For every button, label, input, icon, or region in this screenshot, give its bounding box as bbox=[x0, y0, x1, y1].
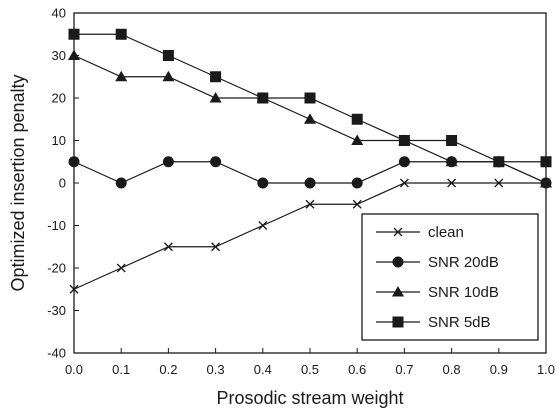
data-point bbox=[162, 50, 174, 61]
series-square bbox=[68, 28, 552, 168]
data-point bbox=[351, 134, 364, 145]
x-tick-label: 0.4 bbox=[254, 362, 272, 377]
data-point bbox=[493, 156, 505, 168]
y-tick-label: -10 bbox=[47, 218, 66, 233]
x-tick-label: 1.0 bbox=[537, 362, 555, 377]
x-tick-label: 0.5 bbox=[301, 362, 319, 377]
x-tick-label: 0.8 bbox=[443, 362, 461, 377]
x-tick-label: 0.2 bbox=[159, 362, 177, 377]
data-point bbox=[209, 92, 222, 103]
y-tick-label: -40 bbox=[47, 346, 66, 361]
legend-label: SNR 10dB bbox=[428, 284, 499, 301]
legend-label: SNR 20dB bbox=[428, 254, 499, 271]
data-point bbox=[162, 70, 175, 82]
x-tick-label: 0.3 bbox=[207, 362, 225, 377]
data-point bbox=[445, 155, 458, 167]
data-point bbox=[304, 113, 316, 124]
legend-marker bbox=[392, 316, 404, 328]
y-tick-label: 30 bbox=[52, 48, 66, 63]
x-tick-label: 0.7 bbox=[395, 362, 413, 377]
data-point bbox=[211, 242, 221, 252]
data-point bbox=[162, 156, 174, 168]
data-point bbox=[304, 92, 316, 104]
data-point bbox=[115, 28, 127, 40]
series-x bbox=[69, 178, 551, 294]
x-tick-label: 0.6 bbox=[348, 362, 366, 377]
data-point bbox=[257, 92, 269, 104]
legend-box bbox=[361, 213, 539, 341]
data-point bbox=[305, 199, 315, 209]
data-point bbox=[304, 177, 316, 189]
series-triangle bbox=[68, 49, 552, 188]
y-tick-label: -30 bbox=[47, 303, 66, 318]
legend-item: SNR 20dB bbox=[376, 254, 499, 271]
data-point bbox=[210, 71, 222, 83]
legend: clean SNR 20dB SNR 10dB SNR 5dB bbox=[361, 213, 539, 341]
x-tick-label: 0.1 bbox=[112, 362, 130, 377]
y-tick-label: 0 bbox=[59, 176, 66, 191]
legend-marker bbox=[392, 286, 404, 297]
plot-frame bbox=[73, 12, 547, 354]
data-point bbox=[352, 199, 362, 209]
y-tick-label: 20 bbox=[52, 91, 66, 106]
data-point bbox=[446, 135, 458, 146]
data-point bbox=[116, 263, 126, 273]
legend-label: clean bbox=[428, 224, 464, 241]
data-point bbox=[351, 113, 363, 125]
legend-item: clean bbox=[376, 224, 464, 241]
y-axis-title: Optimized insertion penalty bbox=[8, 74, 28, 291]
y-tick-label: -20 bbox=[47, 261, 66, 276]
x-tick-label: 0.0 bbox=[65, 362, 83, 377]
data-point bbox=[398, 135, 410, 146]
data-point bbox=[257, 177, 269, 189]
data-point bbox=[447, 178, 457, 188]
data-point bbox=[163, 242, 173, 252]
data-point bbox=[115, 177, 127, 189]
y-tick-label: 40 bbox=[52, 6, 66, 21]
legend-marker bbox=[392, 256, 404, 268]
legend-marker bbox=[393, 227, 403, 237]
data-point bbox=[398, 156, 410, 168]
data-point bbox=[210, 156, 222, 168]
data-point bbox=[351, 177, 363, 189]
series-circle bbox=[68, 156, 552, 189]
data-point bbox=[494, 178, 504, 188]
legend-item: SNR 10dB bbox=[376, 284, 499, 301]
legend-item: SNR 5dB bbox=[376, 314, 491, 331]
y-tick-label: 10 bbox=[52, 133, 66, 148]
x-tick-label: 0.9 bbox=[490, 362, 508, 377]
data-point bbox=[115, 70, 128, 82]
data-point bbox=[399, 178, 409, 188]
x-axis-title: Prosodic stream weight bbox=[216, 388, 403, 408]
legend-label: SNR 5dB bbox=[428, 314, 491, 331]
data-point bbox=[258, 221, 268, 230]
